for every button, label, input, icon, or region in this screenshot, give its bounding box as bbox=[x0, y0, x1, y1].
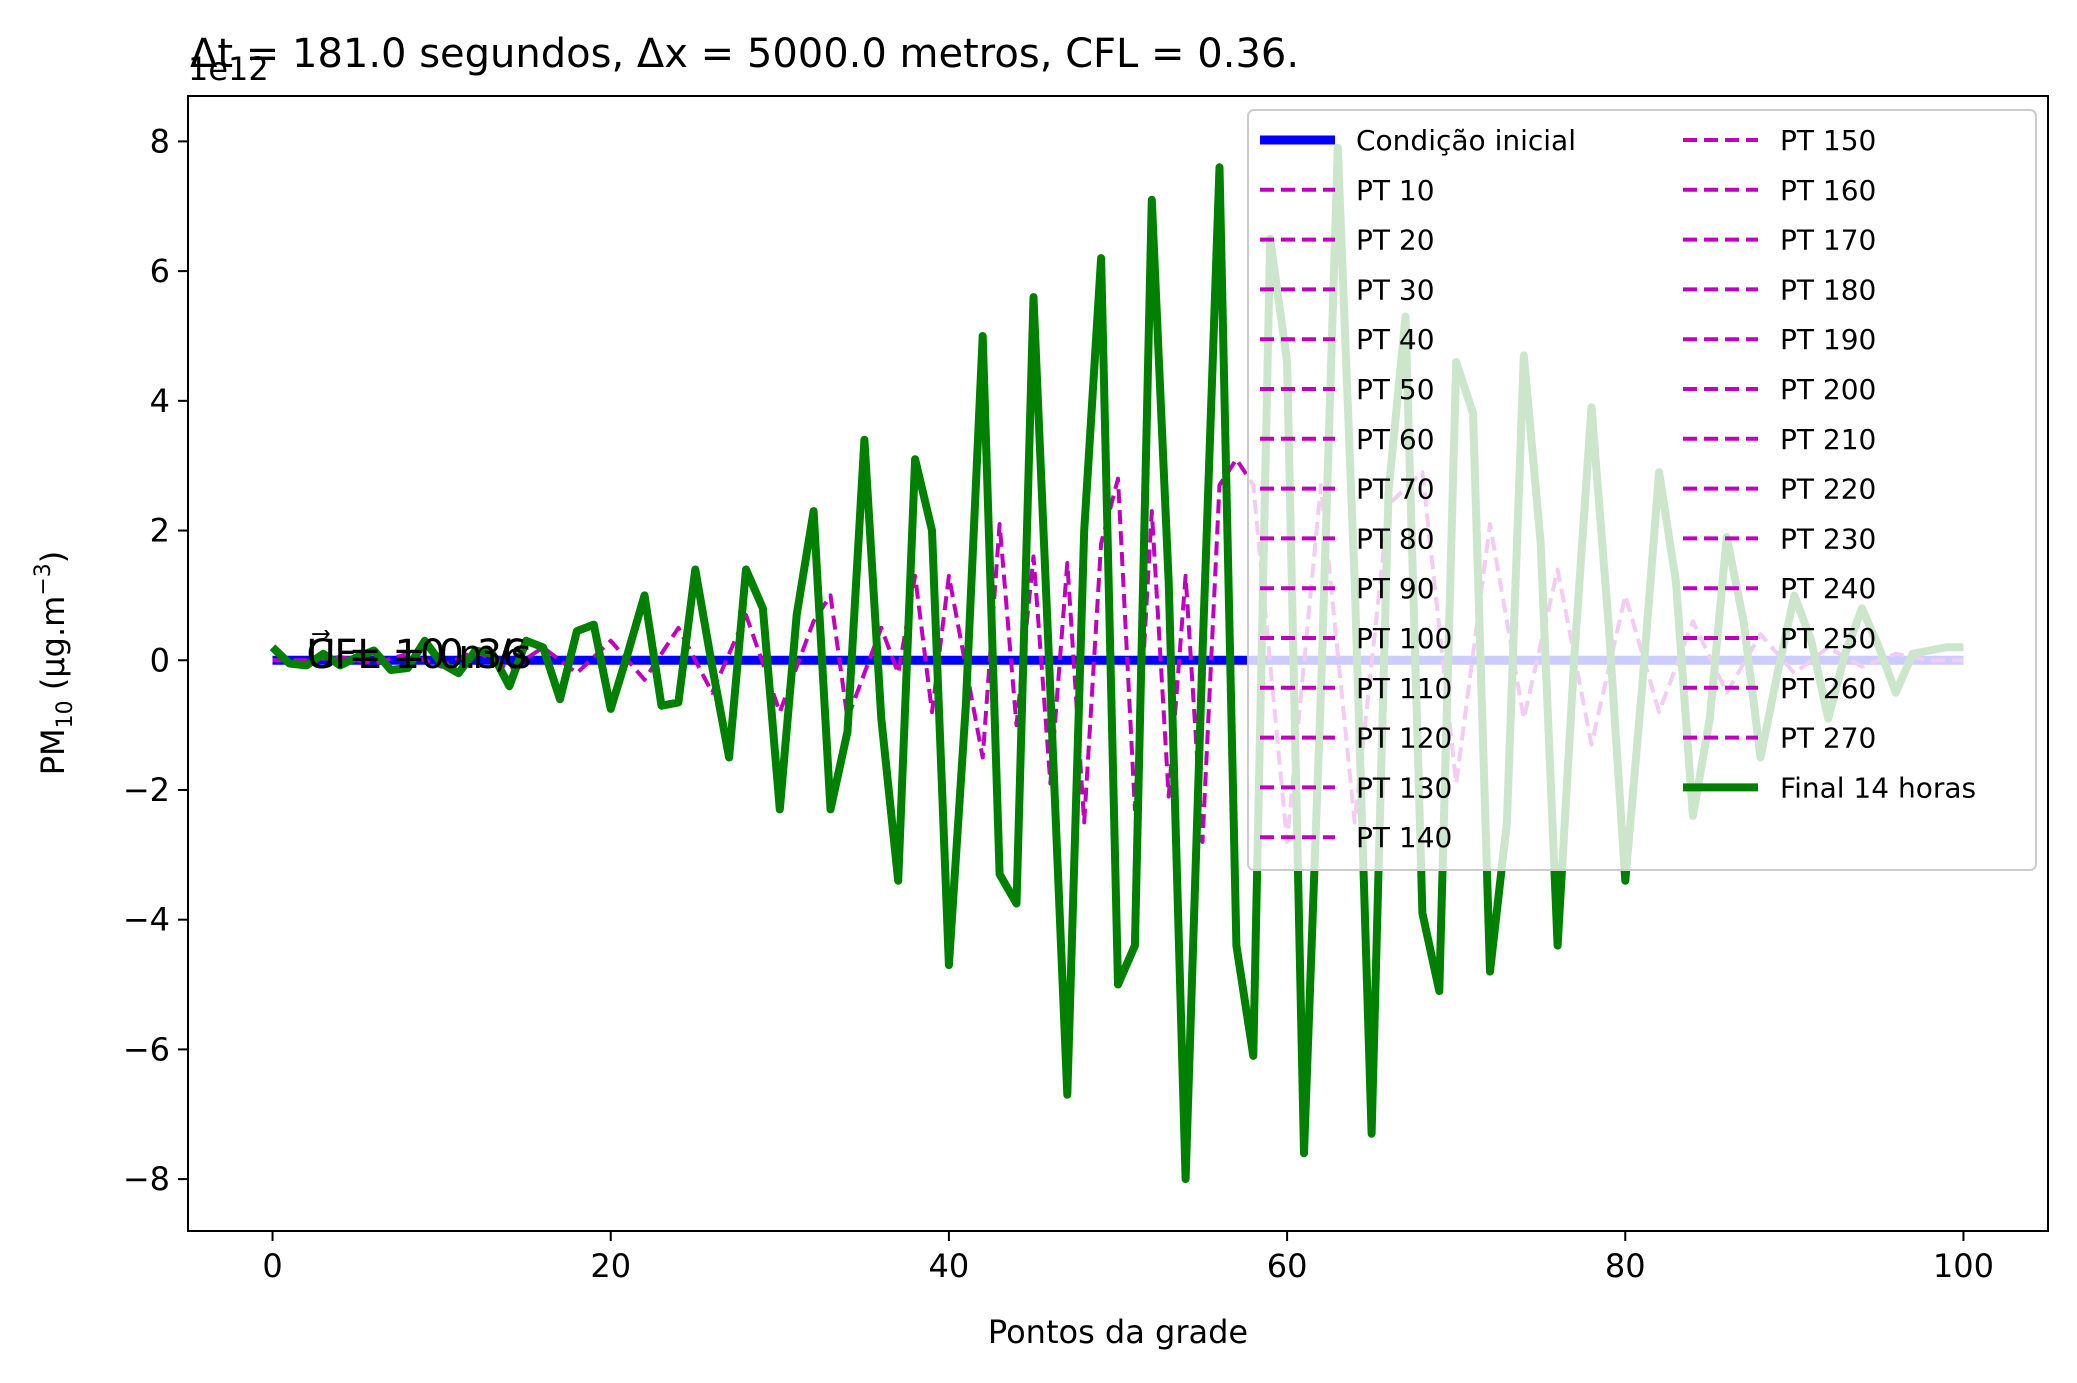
legend-label-2: PT 20 bbox=[1356, 224, 1435, 257]
x-tick-label-2: 40 bbox=[929, 1247, 970, 1285]
plot-frame bbox=[187, 95, 2049, 1232]
legend-label-23: PT 230 bbox=[1780, 522, 1876, 555]
annotations: CFL = 0.36U⃗ = 10 m/s bbox=[306, 629, 531, 677]
annotation-0: CFL = 0.36 bbox=[306, 632, 527, 678]
legend-label-18: PT 180 bbox=[1780, 273, 1876, 306]
x-tick-label-0: 0 bbox=[262, 1247, 282, 1285]
y-offset-text: 1e12 bbox=[188, 50, 269, 88]
legend-label-8: PT 80 bbox=[1356, 522, 1435, 555]
legend-label-24: PT 240 bbox=[1780, 572, 1876, 605]
x-tick-label-1: 20 bbox=[590, 1247, 631, 1285]
y-tick-label-7: 6 bbox=[150, 252, 170, 290]
y-axis-label-middle: (μg.m bbox=[34, 596, 72, 701]
legend-label-16: PT 160 bbox=[1780, 174, 1876, 207]
x-tick-label-4: 80 bbox=[1605, 1247, 1646, 1285]
y-axis-label-end: ) bbox=[34, 551, 72, 563]
legend-label-7: PT 70 bbox=[1356, 473, 1435, 506]
legend: Condição inicial PT 10 PT 20 PT 30 PT 40 PT 5… bbox=[1247, 109, 2037, 871]
legend-label-11: PT 110 bbox=[1356, 672, 1452, 705]
x-axis-label: Pontos da grade bbox=[988, 1313, 1248, 1351]
legend-label-9: PT 90 bbox=[1356, 572, 1435, 605]
legend-label-1: PT 10 bbox=[1356, 174, 1435, 207]
annotation-1: U⃗ = 10 m/s bbox=[306, 629, 531, 677]
y-tick-label-1: −6 bbox=[123, 1030, 170, 1068]
legend-label-5: PT 50 bbox=[1356, 373, 1435, 406]
legend-label-21: PT 210 bbox=[1780, 423, 1876, 456]
legend-label-27: PT 270 bbox=[1780, 722, 1876, 755]
y-axis-label-superscript: −3 bbox=[31, 563, 56, 595]
legend-label-10: PT 100 bbox=[1356, 622, 1452, 655]
legend-label-19: PT 190 bbox=[1780, 323, 1876, 356]
legend-label-0: Condição inicial bbox=[1356, 124, 1576, 157]
legend-label-26: PT 260 bbox=[1780, 672, 1876, 705]
legend-label-17: PT 170 bbox=[1780, 224, 1876, 257]
legend-box bbox=[1247, 109, 2037, 871]
legend-label-13: PT 130 bbox=[1356, 771, 1452, 804]
legend-label-22: PT 220 bbox=[1780, 473, 1876, 506]
legend-label-3: PT 30 bbox=[1356, 273, 1435, 306]
legend-label-6: PT 60 bbox=[1356, 423, 1435, 456]
legend-label-25: PT 250 bbox=[1780, 622, 1876, 655]
y-axis-label: PM10 (μg.m−3) bbox=[31, 551, 78, 776]
legend-label-4: PT 40 bbox=[1356, 323, 1435, 356]
y-tick-label-3: −2 bbox=[123, 771, 170, 809]
y-tick-label-4: 0 bbox=[150, 641, 170, 679]
y-axis-label-subscript: 10 bbox=[53, 700, 78, 728]
legend-label-15: PT 150 bbox=[1780, 124, 1876, 157]
legend-label-20: PT 200 bbox=[1780, 373, 1876, 406]
y-tick-label-8: 8 bbox=[150, 122, 170, 160]
y-tick-label-5: 2 bbox=[150, 512, 170, 550]
legend-label-12: PT 120 bbox=[1356, 722, 1452, 755]
legend-label-14: PT 140 bbox=[1356, 821, 1452, 854]
y-axis-label-main: PM bbox=[34, 728, 72, 775]
y-tick-label-2: −4 bbox=[123, 901, 170, 939]
y-tick-label-6: 4 bbox=[150, 382, 170, 420]
x-tick-label-3: 60 bbox=[1267, 1247, 1308, 1285]
legend-label-28: Final 14 horas bbox=[1780, 771, 1976, 804]
axes-ticks: 0 20 40 60 80 100 −8 −6 −4 −2 0 2 4 6 8 bbox=[123, 122, 1994, 1285]
x-tick-label-5: 100 bbox=[1933, 1247, 1994, 1285]
y-tick-label-0: −8 bbox=[123, 1160, 170, 1198]
chart-title: Δt = 181.0 segundos, Δx = 5000.0 metros,… bbox=[190, 31, 1299, 77]
